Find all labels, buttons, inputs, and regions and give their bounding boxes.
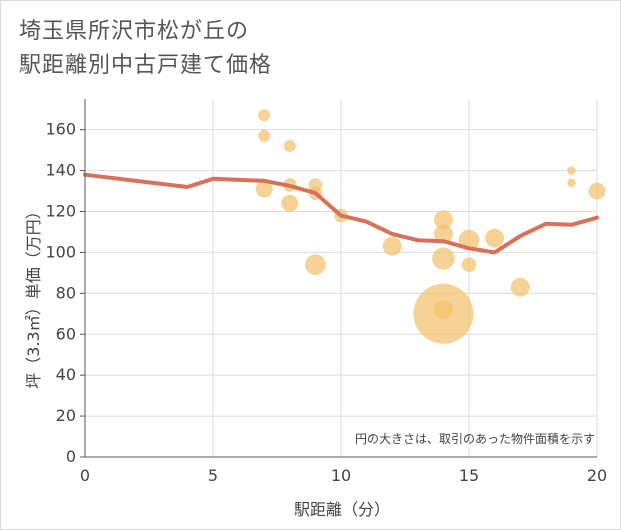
transaction-bubbles bbox=[255, 109, 606, 344]
transaction-bubble bbox=[382, 236, 402, 256]
x-tick-label: 20 bbox=[587, 466, 607, 485]
y-tick-label: 20 bbox=[56, 406, 76, 425]
y-tick-label: 80 bbox=[56, 283, 76, 302]
y-tick-label: 0 bbox=[66, 447, 76, 466]
y-tick-label: 140 bbox=[45, 161, 76, 180]
transaction-bubble bbox=[281, 194, 299, 212]
chart-title-line-2: 駅距離別中古戸建て価格 bbox=[19, 53, 273, 78]
transaction-bubble bbox=[510, 277, 530, 297]
axes bbox=[80, 99, 597, 458]
grid-lines bbox=[85, 99, 598, 457]
transaction-bubble bbox=[413, 283, 474, 344]
chart-title: 埼玉県所沢市松が丘の 駅距離別中古戸建て価格 bbox=[19, 15, 272, 83]
transaction-bubble bbox=[567, 178, 576, 188]
transaction-bubble bbox=[258, 109, 271, 122]
y-tick-label: 100 bbox=[45, 242, 76, 261]
y-tick-label: 60 bbox=[56, 324, 76, 343]
transaction-bubble bbox=[258, 129, 271, 142]
x-tick-label: 10 bbox=[331, 466, 351, 485]
transaction-bubble bbox=[461, 257, 477, 273]
transaction-bubble bbox=[305, 254, 326, 276]
chart-title-line-1: 埼玉県所沢市松が丘の bbox=[19, 19, 250, 44]
y-tick-label: 120 bbox=[45, 202, 76, 221]
transaction-bubble bbox=[567, 166, 576, 175]
transaction-bubble bbox=[485, 228, 505, 248]
y-tick-label: 40 bbox=[56, 365, 76, 384]
transaction-bubble bbox=[588, 182, 606, 200]
bubble-size-note: 円の大きさは、取引のあった物件面積を示す bbox=[355, 431, 595, 446]
transaction-bubble bbox=[433, 210, 453, 230]
trend-line-group bbox=[83, 172, 599, 255]
y-tick-label: 160 bbox=[45, 120, 76, 139]
transaction-bubble bbox=[255, 180, 273, 198]
x-tick-label: 0 bbox=[80, 466, 90, 485]
x-tick-label: 5 bbox=[208, 466, 218, 485]
transaction-bubble bbox=[283, 140, 296, 153]
x-tick-labels: 0 5 10 15 20 bbox=[80, 466, 607, 485]
x-tick-label: 15 bbox=[459, 466, 479, 485]
transaction-bubble bbox=[432, 247, 455, 270]
y-tick-labels: 0 20 40 60 80 100 120 140 160 bbox=[45, 120, 76, 466]
x-axis-title: 駅距離（分） bbox=[294, 500, 390, 519]
average-price-line bbox=[83, 172, 599, 255]
transaction-bubble bbox=[433, 224, 453, 244]
y-axis-title: 坪（3.3㎡）単価（万円） bbox=[24, 203, 43, 388]
